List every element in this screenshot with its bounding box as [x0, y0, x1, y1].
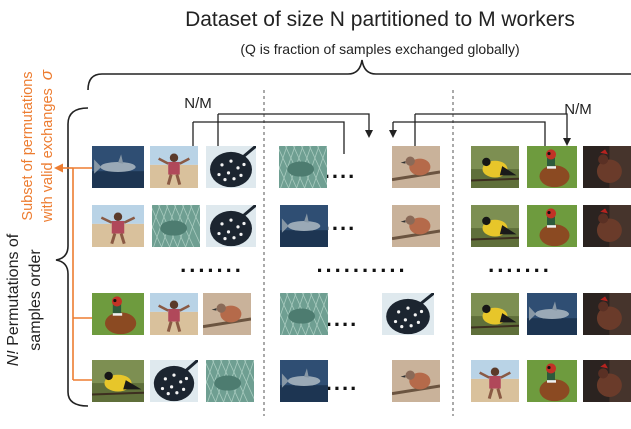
orange-label-sigma: σ [37, 69, 56, 80]
exchange-arrows-right [389, 113, 571, 154]
goldfinch-photo [471, 146, 519, 188]
ellipsis-row1: .... [324, 158, 356, 183]
pheasant-photo [527, 205, 577, 247]
ellipsis-row4: .... [326, 370, 358, 395]
girl-on-beach-photo [150, 293, 198, 335]
stingray-photo [150, 360, 198, 402]
exchange-label-left: N/M [184, 95, 212, 112]
orange-subset-label-2: with valid exchanges σ [37, 69, 56, 223]
goldfinch-photo [471, 293, 519, 335]
robin-on-branch-photo [203, 293, 251, 335]
robin-on-branch-photo [392, 146, 440, 188]
girl-on-beach-photo [150, 146, 198, 188]
permutations-label-line2: samples order [27, 249, 44, 351]
permutations-line1-rest: Permutations of [5, 233, 22, 346]
ellipsis-row2: .... [324, 210, 356, 235]
shark-photo [280, 205, 328, 247]
goldfinch-photo [471, 205, 519, 247]
shark-photo [280, 360, 328, 402]
fish-in-net-photo [152, 205, 200, 247]
shark-photo [92, 146, 144, 188]
diagram-subtitle: (Q is fraction of samples exchanged glob… [240, 41, 519, 57]
shark-photo [527, 293, 577, 335]
stingray-photo [206, 205, 256, 247]
orange-subset-label: Subset of permutations [20, 71, 36, 220]
girl-on-beach-photo [471, 360, 519, 402]
hen-photo [583, 360, 631, 402]
hen-photo [583, 205, 631, 247]
exchange-arrows-left [189, 113, 373, 158]
pheasant-photo [92, 293, 144, 335]
ellipsis-middle-w1: ....... [180, 252, 244, 277]
orange-label-line1: Subset of permutations [20, 71, 36, 220]
ellipsis-group: .... .... .... .... ....... .......... .… [180, 158, 552, 395]
stingray-photo [206, 146, 256, 188]
exchange-label-right: N/M [564, 101, 592, 118]
left-brace [55, 107, 89, 407]
ellipsis-row3: .... [326, 306, 358, 331]
fish-in-net-photo [206, 360, 254, 402]
sample-thumbnails [92, 146, 631, 402]
permutations-prefix: N! [5, 350, 22, 367]
ellipsis-middle-w3: ....... [488, 252, 552, 277]
hen-photo [583, 146, 631, 188]
top-brace [87, 59, 631, 91]
robin-on-branch-photo [392, 205, 440, 247]
girl-on-beach-photo [92, 205, 144, 247]
orange-label-line2: with valid exchanges [40, 88, 56, 223]
goldfinch-photo [92, 360, 144, 402]
fish-in-net-photo [279, 146, 327, 188]
diagram-title: Dataset of size N partitioned to M worke… [185, 8, 575, 31]
hen-photo [583, 293, 631, 335]
pheasant-photo [527, 146, 577, 188]
robin-on-branch-photo [392, 360, 440, 402]
orange-selection-connector [54, 163, 92, 381]
pheasant-photo [527, 360, 577, 402]
stingray-photo [382, 293, 434, 335]
fish-in-net-photo [280, 293, 328, 335]
permutations-label-line1: N! Permutations of [5, 233, 22, 366]
ellipsis-middle-w2: .......... [316, 252, 407, 277]
